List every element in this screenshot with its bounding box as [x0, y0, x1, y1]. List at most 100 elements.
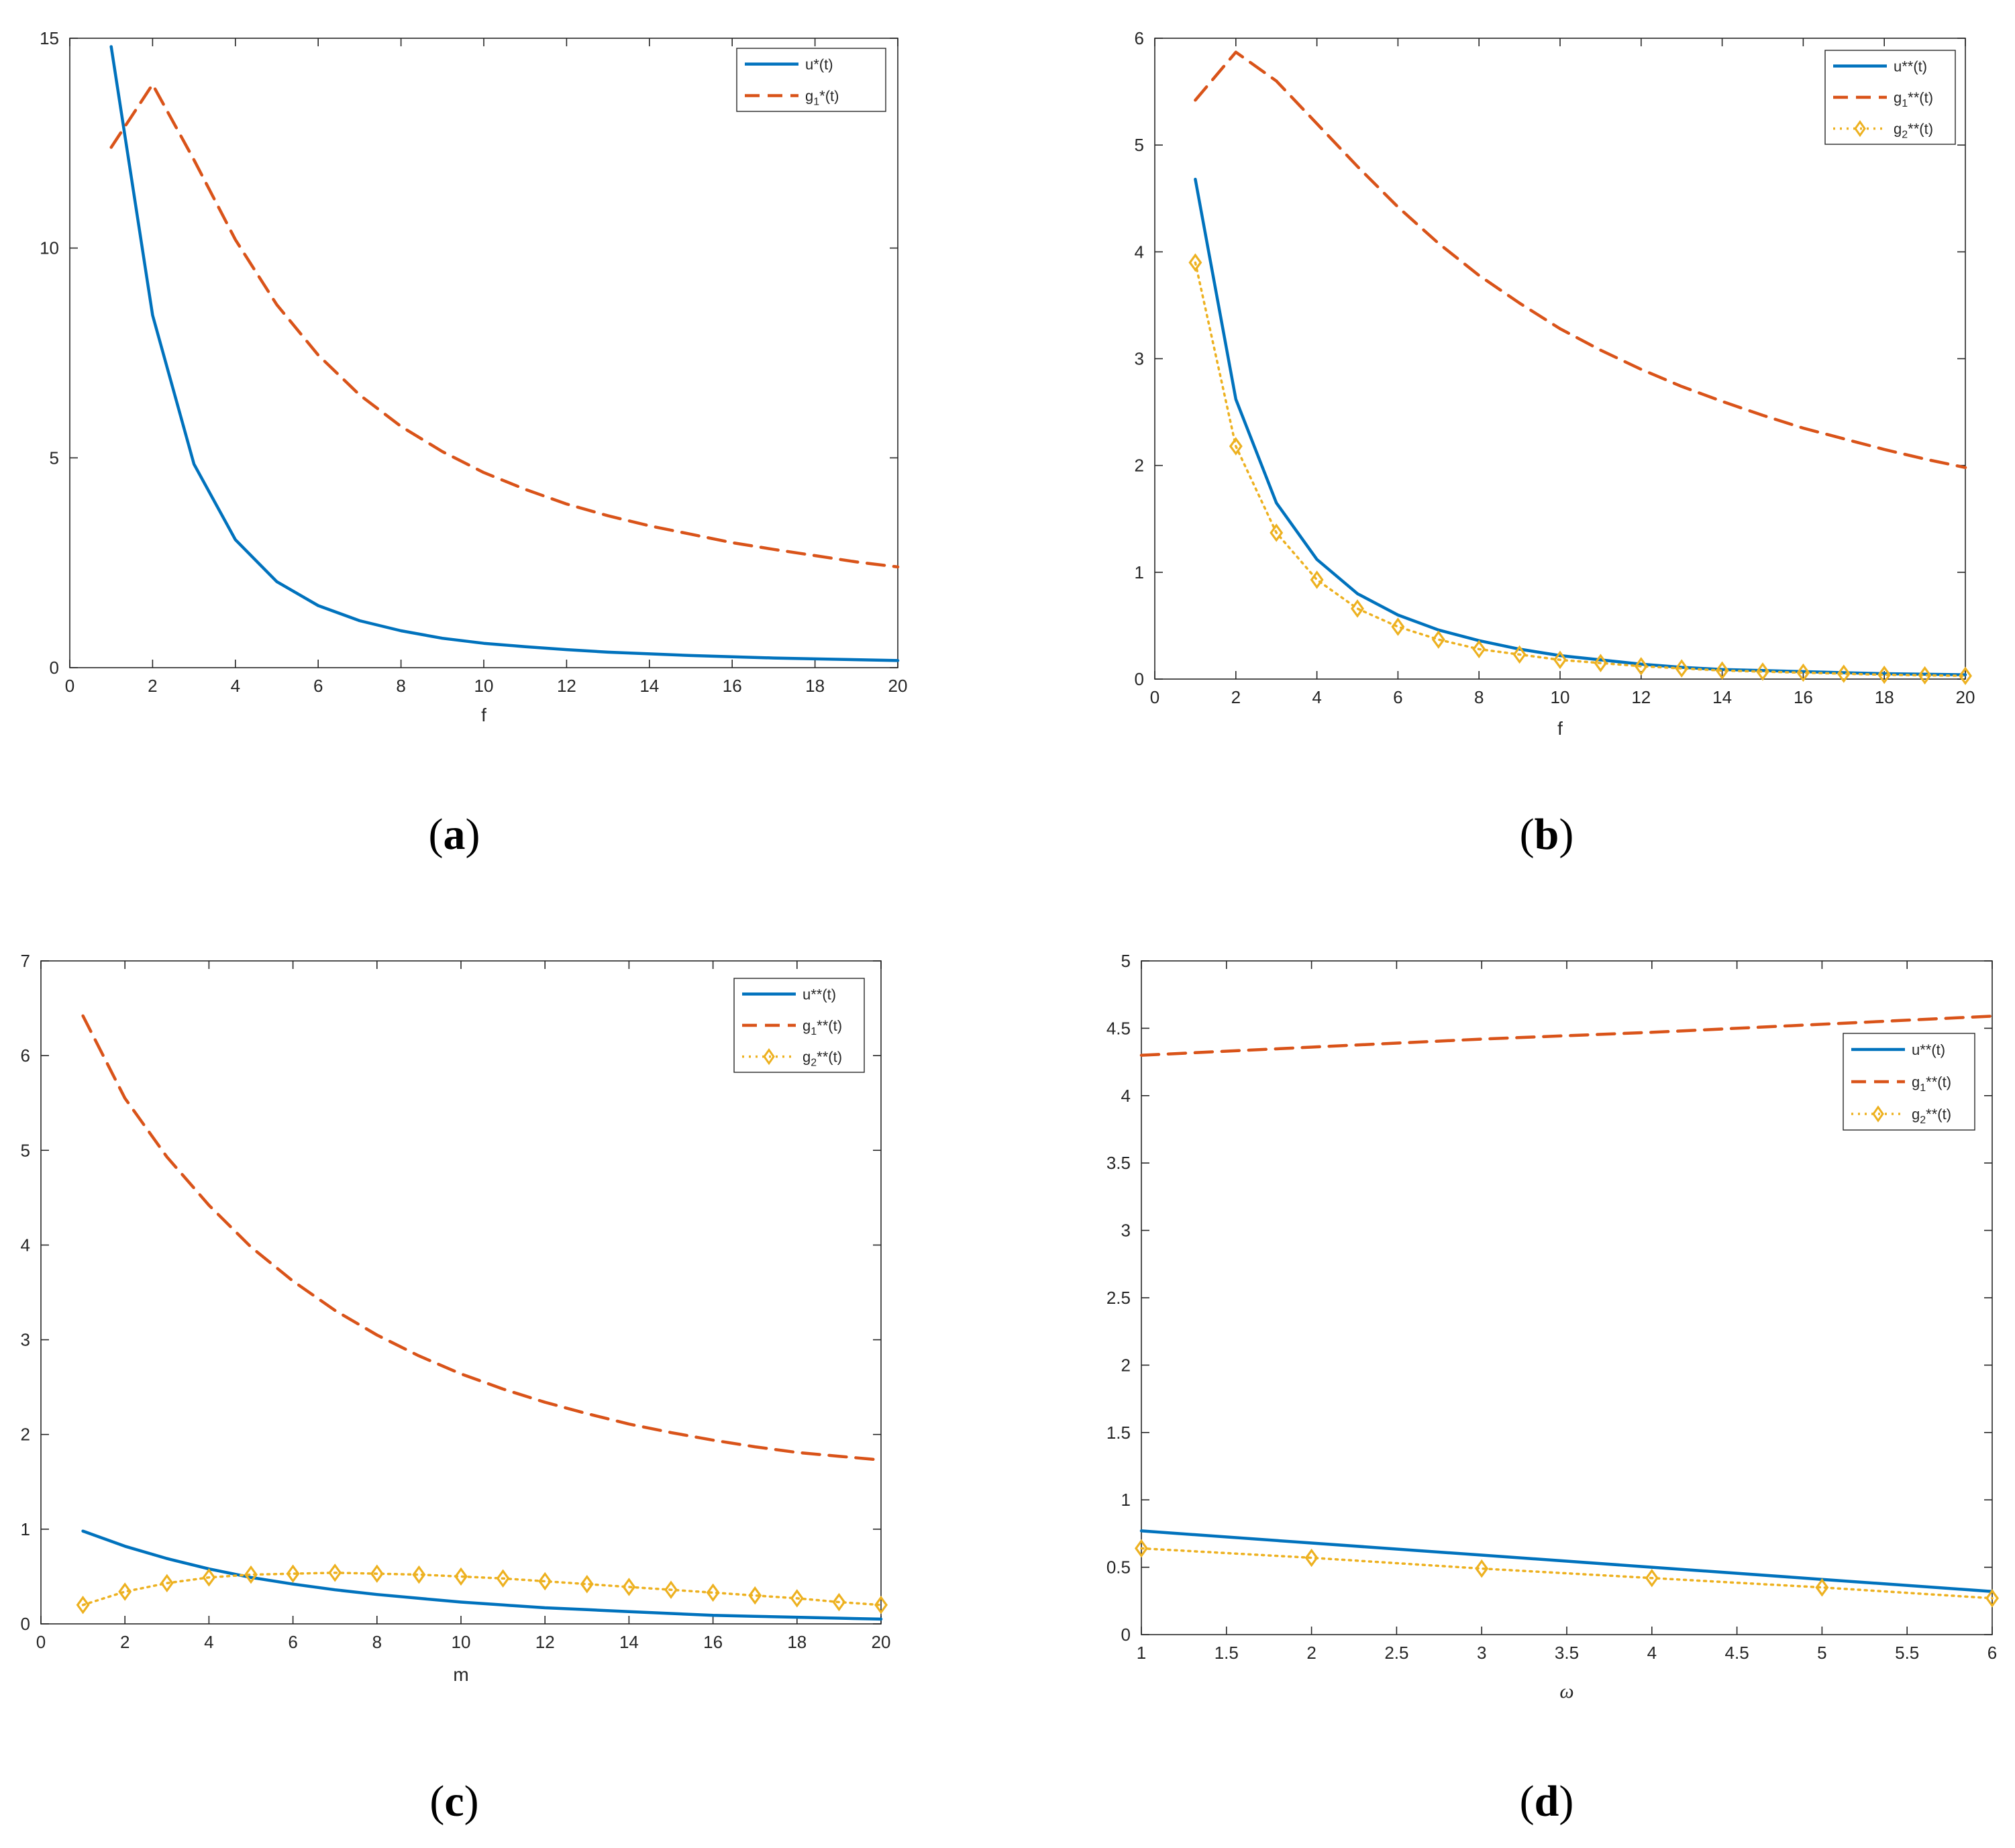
y-tick-label: 1 [21, 1519, 30, 1539]
data-point-g2 [370, 1564, 384, 1583]
x-tick-label: 20 [872, 1632, 891, 1652]
y-tick-label: 1.5 [1106, 1423, 1131, 1443]
x-tick-label: 10 [474, 676, 494, 696]
series-line-u [109, 45, 900, 662]
data-point-g2 [1553, 650, 1567, 670]
chart-panel-c: 0 2 4 6 8 10 12 14 16 18 2001234567mu**(t)g1**(t)g… [21, 951, 891, 1826]
data-point-g2 [1918, 666, 1932, 685]
series-line-g1 [1194, 50, 1967, 470]
series-line-u [1194, 177, 1967, 676]
legend-label-g2: g2**(t) [1912, 1106, 1951, 1126]
data-point-g2 [1715, 661, 1729, 680]
y-tick-label: 10 [40, 238, 59, 258]
legend-box [736, 48, 886, 112]
series-g2 [1135, 1539, 1999, 1608]
y-tick-label: 15 [40, 28, 59, 48]
data-point-g2 [874, 1596, 888, 1614]
y-tick-label: 0.5 [1106, 1557, 1131, 1578]
x-tick-label: 5 [1817, 1643, 1826, 1663]
x-tick-label: 4 [1312, 687, 1321, 707]
x-tick-label: 2 [1231, 687, 1241, 707]
x-tick-label: 16 [703, 1632, 723, 1652]
data-point-g2 [286, 1564, 300, 1583]
legend: u**(t) g1**(t) g2**(t) [1824, 50, 1956, 145]
data-point-g2 [790, 1589, 804, 1608]
chart-panel-b: 0 2 4 6 8 10 12 14 16 18 200123456fu**(t)g1**(t)g2… [1135, 28, 1975, 859]
series-line-u [1139, 1529, 1994, 1593]
y-tick-label: 2.5 [1106, 1288, 1131, 1308]
y-tick-label: 3.5 [1106, 1153, 1131, 1173]
panel-caption: (c) [429, 1777, 478, 1826]
x-tick-label: 3.5 [1555, 1643, 1579, 1663]
x-tick-label: 6 [1987, 1643, 1997, 1663]
x-tick-label: 18 [1875, 687, 1894, 707]
y-tick-label: 2 [21, 1425, 30, 1445]
legend-marker-g2 [763, 1048, 775, 1066]
x-tick-label: 12 [1631, 687, 1651, 707]
x-tick-label: 14 [619, 1632, 639, 1652]
y-tick-label: 4 [21, 1235, 30, 1255]
y-tick-label: 1 [1135, 562, 1144, 582]
y-tick-label: 6 [21, 1045, 30, 1066]
x-tick-label: 12 [535, 1632, 555, 1652]
data-point-g2 [1796, 663, 1810, 682]
data-point-g2 [328, 1563, 342, 1582]
data-point-g2 [1351, 599, 1364, 618]
x-tick-label: 1.5 [1215, 1643, 1239, 1663]
data-point-g2 [1310, 570, 1324, 589]
series-line-g1 [109, 83, 900, 569]
series-line-g1 [81, 1014, 883, 1462]
panel-caption: (a) [429, 810, 480, 859]
series-line-g2 [1194, 261, 1967, 677]
x-tick-label: 6 [1393, 687, 1402, 707]
data-point-g2 [1877, 665, 1892, 684]
x-tick-label: 18 [805, 676, 825, 696]
y-tick-label: 2 [1135, 456, 1144, 476]
x-axis-label: m [453, 1664, 468, 1685]
legend-label-g1: g1**(t) [803, 1017, 842, 1037]
data-point-g2 [748, 1586, 762, 1605]
data-point-g2 [412, 1565, 426, 1584]
plot-area-frame [1154, 38, 1966, 680]
y-tick-label: 4 [1135, 242, 1144, 262]
x-tick-label: 2 [1306, 1643, 1316, 1663]
x-tick-label: 4 [204, 1632, 213, 1652]
legend-label-u: u*(t) [805, 56, 833, 73]
data-point-g2 [1959, 666, 1972, 685]
x-tick-label: 5.5 [1895, 1643, 1919, 1663]
x-tick-label: 0 [1150, 687, 1159, 707]
y-tick-label: 2 [1121, 1355, 1131, 1375]
x-tick-label: 16 [723, 676, 742, 696]
data-point-g2 [622, 1578, 636, 1596]
legend: u**(t) g1**(t) g2**(t) [1843, 1033, 1975, 1131]
data-point-g2 [832, 1592, 846, 1612]
legend: u*(t) g1*(t) [736, 48, 886, 112]
data-point-g2 [1512, 645, 1527, 664]
x-tick-label: 14 [1712, 687, 1732, 707]
x-tick-label: 1 [1137, 1643, 1146, 1663]
legend-label-u: u**(t) [1894, 58, 1927, 74]
y-tick-label: 5 [21, 1140, 30, 1160]
legend-label-g2: g2**(t) [803, 1049, 842, 1069]
series-g2 [76, 1563, 888, 1614]
data-point-g2 [118, 1582, 132, 1601]
y-tick-label: 3 [1121, 1221, 1131, 1241]
x-tick-label: 8 [372, 1632, 382, 1652]
y-tick-label: 6 [1135, 28, 1144, 48]
series-u [109, 45, 900, 662]
data-point-g2 [160, 1574, 174, 1593]
panel-caption: (d) [1520, 1777, 1574, 1826]
series-g1 [81, 1014, 883, 1462]
legend-label-g2: g2**(t) [1894, 121, 1933, 141]
legend-marker-g2 [1872, 1105, 1884, 1123]
panel-caption: (b) [1520, 810, 1574, 859]
plot-area-frame [69, 38, 898, 668]
data-point-g2 [1475, 1559, 1489, 1578]
data-point-g2 [1135, 1539, 1148, 1558]
x-tick-label: 3 [1477, 1643, 1486, 1663]
x-tick-label: 14 [639, 676, 659, 696]
y-tick-label: 7 [21, 951, 30, 971]
data-point-g2 [1985, 1589, 1999, 1608]
x-tick-label: 4 [1647, 1643, 1657, 1663]
